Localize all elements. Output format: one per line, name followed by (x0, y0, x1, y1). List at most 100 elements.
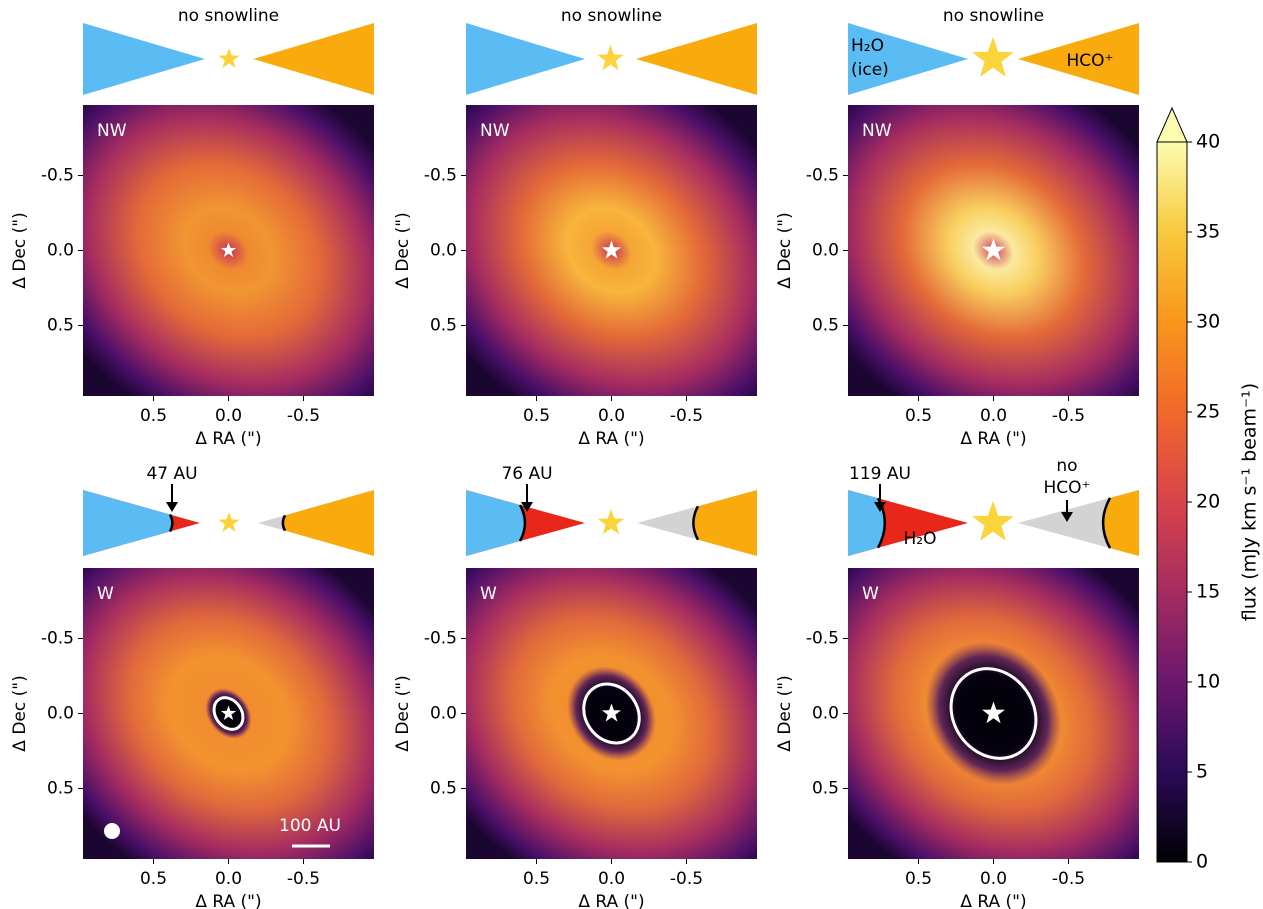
y-tick-label: 0.5 (47, 779, 74, 799)
colorbar-tick-label: 5 (1196, 761, 1208, 783)
arrow-head (874, 502, 886, 512)
x-tick-label: 0.5 (905, 406, 932, 426)
colorbar-tick-label: 30 (1196, 311, 1220, 333)
snowline (281, 514, 287, 532)
y-axis-label: Δ Dec (") (10, 675, 30, 751)
y-tick-label: 0.5 (430, 316, 457, 336)
zone-label: HCO⁺ (1043, 478, 1090, 498)
gas-wedge (1018, 23, 1139, 95)
y-tick-label: 0.0 (812, 241, 839, 261)
star-marker (602, 703, 621, 722)
ice-wedge (848, 23, 968, 95)
gas-wedge (253, 23, 374, 95)
x-tick-label: 0.0 (215, 869, 242, 889)
y-tick-label: -0.5 (424, 629, 457, 649)
x-tick-label: 0.0 (980, 406, 1007, 426)
x-axis-label: Δ RA (") (195, 429, 261, 449)
arrow-head (521, 502, 533, 512)
x-axis-label: Δ RA (") (960, 429, 1026, 449)
arrow-head (166, 502, 178, 512)
star-icon (218, 512, 240, 532)
star-icon (597, 45, 624, 71)
schematic-header: no snowline (943, 6, 1044, 26)
y-axis-label: Δ Dec (") (775, 212, 795, 288)
x-tick-label: -0.5 (287, 406, 320, 426)
y-tick-label: -0.5 (41, 166, 74, 186)
panel-label: NW (97, 121, 127, 141)
y-axis-label: Δ Dec (") (393, 675, 413, 751)
scale-bar-label: 100 AU (279, 816, 341, 836)
colorbar-tick-label: 40 (1196, 131, 1220, 153)
x-tick-label: 0.5 (523, 869, 550, 889)
x-axis-label: Δ RA (") (195, 892, 261, 909)
zone-label: H₂O (904, 529, 937, 549)
star-icon (972, 501, 1014, 541)
y-tick-label: 0.5 (47, 316, 74, 336)
y-tick-label: -0.5 (806, 629, 839, 649)
y-axis-label: Δ Dec (") (393, 212, 413, 288)
schematic-header: no snowline (178, 6, 279, 26)
colorbar-tick-label: 25 (1196, 401, 1220, 423)
panel-label: NW (862, 121, 892, 141)
colorbar-label: flux (mJy km s⁻¹ beam⁻¹) (1239, 383, 1261, 621)
panel-label: NW (480, 121, 510, 141)
star-marker (220, 705, 237, 720)
gas-wedge (693, 490, 757, 556)
snowline (1101, 497, 1112, 549)
x-axis-label: Δ RA (") (578, 892, 644, 909)
ice-wedge (466, 23, 585, 95)
star-icon (218, 48, 240, 68)
star-marker (602, 240, 621, 259)
x-axis-label: Δ RA (") (578, 429, 644, 449)
colorbar (1156, 141, 1188, 863)
snowline-label: 119 AU (849, 464, 911, 484)
snowline-contour (212, 696, 245, 731)
colorbar-tick-label: 10 (1196, 671, 1220, 693)
star-marker (220, 242, 237, 257)
y-tick-label: -0.5 (424, 166, 457, 186)
snowline (518, 504, 527, 542)
y-tick-label: -0.5 (806, 166, 839, 186)
y-tick-label: -0.5 (41, 629, 74, 649)
y-tick-label: 0.0 (812, 704, 839, 724)
gas-wedge (282, 490, 374, 556)
zone-label: (ice) (851, 60, 889, 80)
panel-label: W (862, 584, 879, 604)
x-tick-label: 0.5 (140, 406, 167, 426)
snowline-contour (582, 682, 641, 745)
x-tick-label: 0.0 (215, 406, 242, 426)
x-tick-label: 0.0 (980, 869, 1007, 889)
gas-wedge (1103, 490, 1139, 556)
colorbar-tick-label: 0 (1196, 851, 1208, 873)
ice-wedge (83, 490, 173, 556)
colorbar-tick-label: 20 (1196, 491, 1220, 513)
x-tick-label: 0.5 (905, 869, 932, 889)
schematic-header: no snowline (561, 6, 662, 26)
colorbar-tick-label: 35 (1196, 221, 1220, 243)
y-axis-label: Δ Dec (") (775, 675, 795, 751)
x-axis-label: Δ RA (") (960, 892, 1026, 909)
y-axis-label: Δ Dec (") (10, 212, 30, 288)
star-icon (597, 509, 625, 535)
y-tick-label: 0.5 (812, 316, 839, 336)
x-tick-label: -0.5 (670, 406, 703, 426)
x-tick-label: 0.5 (140, 869, 167, 889)
ice-wedge (83, 23, 205, 95)
x-tick-label: -0.5 (670, 869, 703, 889)
ice-wedge (466, 490, 525, 556)
y-tick-label: 0.0 (430, 704, 457, 724)
y-tick-label: 0.5 (812, 779, 839, 799)
x-tick-label: -0.5 (1052, 869, 1085, 889)
x-tick-label: 0.0 (598, 869, 625, 889)
y-tick-label: 0.0 (430, 241, 457, 261)
colorbar-tick-label: 15 (1196, 581, 1220, 603)
beam (104, 823, 120, 839)
x-tick-label: 0.0 (598, 406, 625, 426)
snowline-label: 76 AU (501, 464, 552, 484)
y-tick-label: 0.0 (47, 241, 74, 261)
star-marker (982, 701, 1005, 724)
snowline-label: 47 AU (146, 464, 197, 484)
arrow-head (1061, 512, 1073, 522)
y-tick-label: 0.5 (430, 779, 457, 799)
